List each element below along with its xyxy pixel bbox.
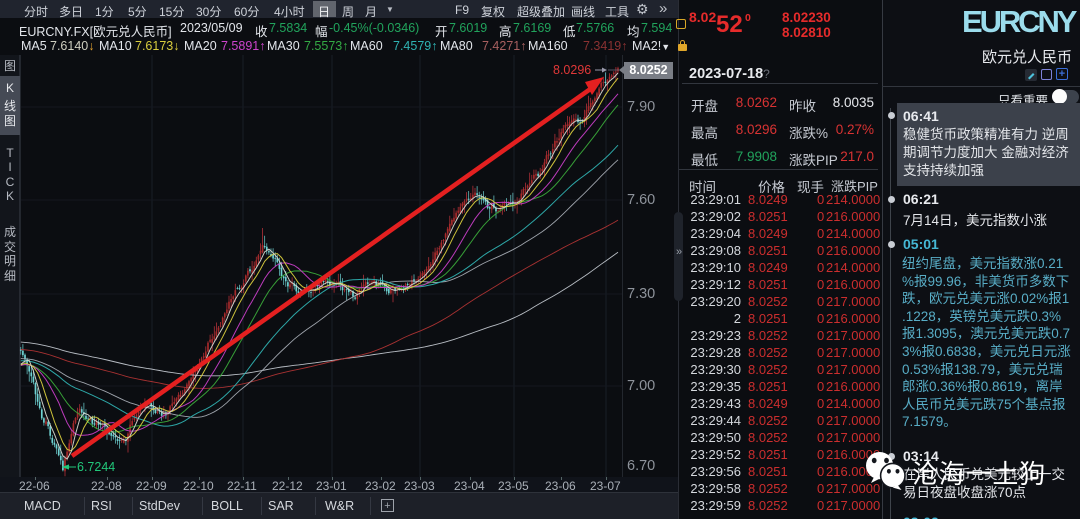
svg-text:6.7244: 6.7244 [77, 460, 115, 474]
svg-text:8.0296: 8.0296 [553, 63, 591, 77]
